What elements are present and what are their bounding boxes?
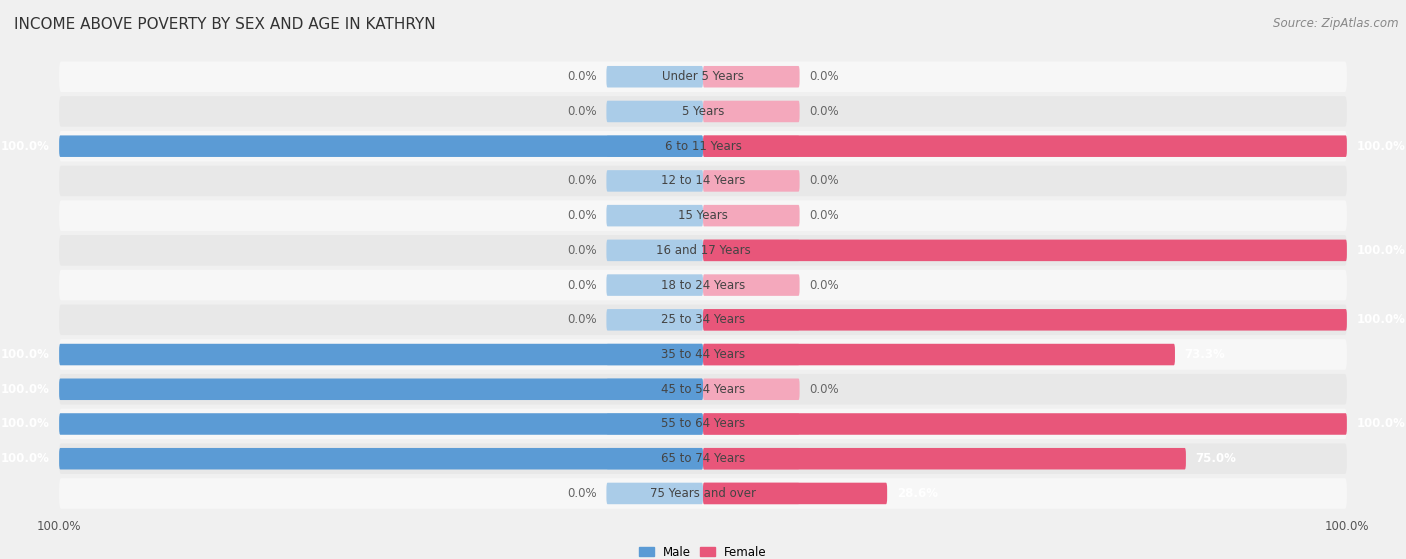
Text: 100.0%: 100.0% [0,348,49,361]
FancyBboxPatch shape [703,482,800,504]
Text: 100.0%: 100.0% [1357,244,1406,257]
Text: 0.0%: 0.0% [567,244,596,257]
FancyBboxPatch shape [606,205,703,226]
FancyBboxPatch shape [703,101,800,122]
FancyBboxPatch shape [59,165,1347,196]
FancyBboxPatch shape [606,101,703,122]
FancyBboxPatch shape [606,240,703,261]
Text: Under 5 Years: Under 5 Years [662,70,744,83]
FancyBboxPatch shape [59,413,703,435]
FancyBboxPatch shape [59,61,1347,92]
FancyBboxPatch shape [703,344,1175,366]
Text: 15 Years: 15 Years [678,209,728,222]
FancyBboxPatch shape [59,131,1347,162]
Text: 75 Years and over: 75 Years and over [650,487,756,500]
FancyBboxPatch shape [606,448,703,470]
FancyBboxPatch shape [703,344,800,366]
FancyBboxPatch shape [703,135,800,157]
Text: 100.0%: 100.0% [0,452,49,465]
Text: 0.0%: 0.0% [567,105,596,118]
Text: 0.0%: 0.0% [567,70,596,83]
Text: 0.0%: 0.0% [810,278,839,292]
Text: 25 to 34 Years: 25 to 34 Years [661,313,745,326]
FancyBboxPatch shape [606,274,703,296]
Text: 12 to 14 Years: 12 to 14 Years [661,174,745,187]
Text: 6 to 11 Years: 6 to 11 Years [665,140,741,153]
Text: 100.0%: 100.0% [0,418,49,430]
Text: 0.0%: 0.0% [567,313,596,326]
Text: 75.0%: 75.0% [1195,452,1236,465]
Text: 0.0%: 0.0% [810,383,839,396]
FancyBboxPatch shape [703,135,1347,157]
FancyBboxPatch shape [703,240,800,261]
Text: 100.0%: 100.0% [0,140,49,153]
Text: 0.0%: 0.0% [810,174,839,187]
Legend: Male, Female: Male, Female [634,541,772,559]
FancyBboxPatch shape [703,413,1347,435]
Text: INCOME ABOVE POVERTY BY SEX AND AGE IN KATHRYN: INCOME ABOVE POVERTY BY SEX AND AGE IN K… [14,17,436,32]
FancyBboxPatch shape [703,66,800,88]
FancyBboxPatch shape [59,235,1347,266]
FancyBboxPatch shape [703,448,1185,470]
Text: 45 to 54 Years: 45 to 54 Years [661,383,745,396]
FancyBboxPatch shape [59,344,703,366]
FancyBboxPatch shape [703,274,800,296]
FancyBboxPatch shape [703,240,1347,261]
FancyBboxPatch shape [703,205,800,226]
FancyBboxPatch shape [606,344,703,366]
Text: 73.3%: 73.3% [1185,348,1226,361]
Text: 0.0%: 0.0% [567,487,596,500]
FancyBboxPatch shape [606,378,703,400]
Text: 0.0%: 0.0% [567,174,596,187]
Text: 100.0%: 100.0% [0,383,49,396]
Text: 0.0%: 0.0% [567,278,596,292]
Text: 0.0%: 0.0% [810,209,839,222]
Text: 35 to 44 Years: 35 to 44 Years [661,348,745,361]
FancyBboxPatch shape [703,482,887,504]
FancyBboxPatch shape [59,378,703,400]
FancyBboxPatch shape [703,309,800,330]
FancyBboxPatch shape [59,96,1347,127]
FancyBboxPatch shape [59,305,1347,335]
Text: 100.0%: 100.0% [1357,313,1406,326]
FancyBboxPatch shape [703,448,800,470]
FancyBboxPatch shape [59,443,1347,474]
FancyBboxPatch shape [606,66,703,88]
FancyBboxPatch shape [59,339,1347,370]
FancyBboxPatch shape [606,170,703,192]
FancyBboxPatch shape [59,270,1347,300]
Text: Source: ZipAtlas.com: Source: ZipAtlas.com [1274,17,1399,30]
FancyBboxPatch shape [59,374,1347,405]
FancyBboxPatch shape [703,413,800,435]
Text: 0.0%: 0.0% [567,209,596,222]
Text: 5 Years: 5 Years [682,105,724,118]
FancyBboxPatch shape [59,478,1347,509]
Text: 55 to 64 Years: 55 to 64 Years [661,418,745,430]
Text: 16 and 17 Years: 16 and 17 Years [655,244,751,257]
FancyBboxPatch shape [606,482,703,504]
Text: 0.0%: 0.0% [810,105,839,118]
FancyBboxPatch shape [59,200,1347,231]
FancyBboxPatch shape [59,448,703,470]
FancyBboxPatch shape [606,309,703,330]
FancyBboxPatch shape [59,409,1347,439]
Text: 100.0%: 100.0% [1357,418,1406,430]
FancyBboxPatch shape [703,378,800,400]
FancyBboxPatch shape [606,413,703,435]
Text: 18 to 24 Years: 18 to 24 Years [661,278,745,292]
Text: 100.0%: 100.0% [1357,140,1406,153]
FancyBboxPatch shape [606,135,703,157]
FancyBboxPatch shape [59,135,703,157]
FancyBboxPatch shape [703,309,1347,330]
Text: 28.6%: 28.6% [897,487,938,500]
Text: 0.0%: 0.0% [810,70,839,83]
Text: 65 to 74 Years: 65 to 74 Years [661,452,745,465]
FancyBboxPatch shape [703,170,800,192]
